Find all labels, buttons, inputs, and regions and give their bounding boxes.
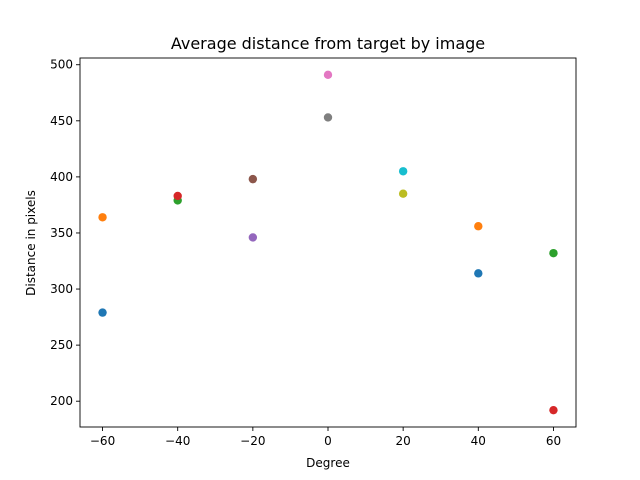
data-point: [398, 167, 408, 176]
y-tick-label: 400: [50, 170, 73, 184]
data-point: [398, 189, 408, 198]
plot-area: −60 −40 −20 0 20 40 60 200 250 300 350 400 450 500: [50, 57, 577, 448]
y-tick-label: 500: [50, 58, 73, 72]
x-tick-label: 60: [546, 434, 561, 448]
y-tick-label: 250: [50, 338, 73, 352]
y-tick-label: 350: [50, 226, 73, 240]
y-tick-label: 300: [50, 282, 73, 296]
data-point: [549, 248, 558, 258]
y-tick-label: 450: [50, 114, 73, 128]
x-tick-label: 0: [324, 434, 332, 448]
y-axis-label: Distance in pixels: [24, 190, 38, 296]
data-point: [323, 113, 333, 122]
x-tick-label: −60: [90, 434, 115, 448]
x-tick-label: −20: [240, 434, 265, 448]
y-tick-label: 200: [50, 394, 73, 408]
data-point: [549, 405, 558, 415]
x-axis-label: Degree: [306, 456, 350, 470]
data-point: [98, 213, 107, 222]
data-point: [98, 308, 107, 317]
data-point: [248, 174, 258, 184]
data-point: [474, 222, 483, 231]
x-tick-label: 20: [396, 434, 411, 448]
chart-title: Average distance from target by image: [171, 34, 485, 53]
data-point: [248, 233, 258, 242]
x-tick-label: −40: [165, 434, 190, 448]
data-point: [474, 269, 483, 278]
data-point: [323, 70, 333, 80]
data-point: [173, 191, 182, 201]
x-tick-label: 40: [471, 434, 486, 448]
